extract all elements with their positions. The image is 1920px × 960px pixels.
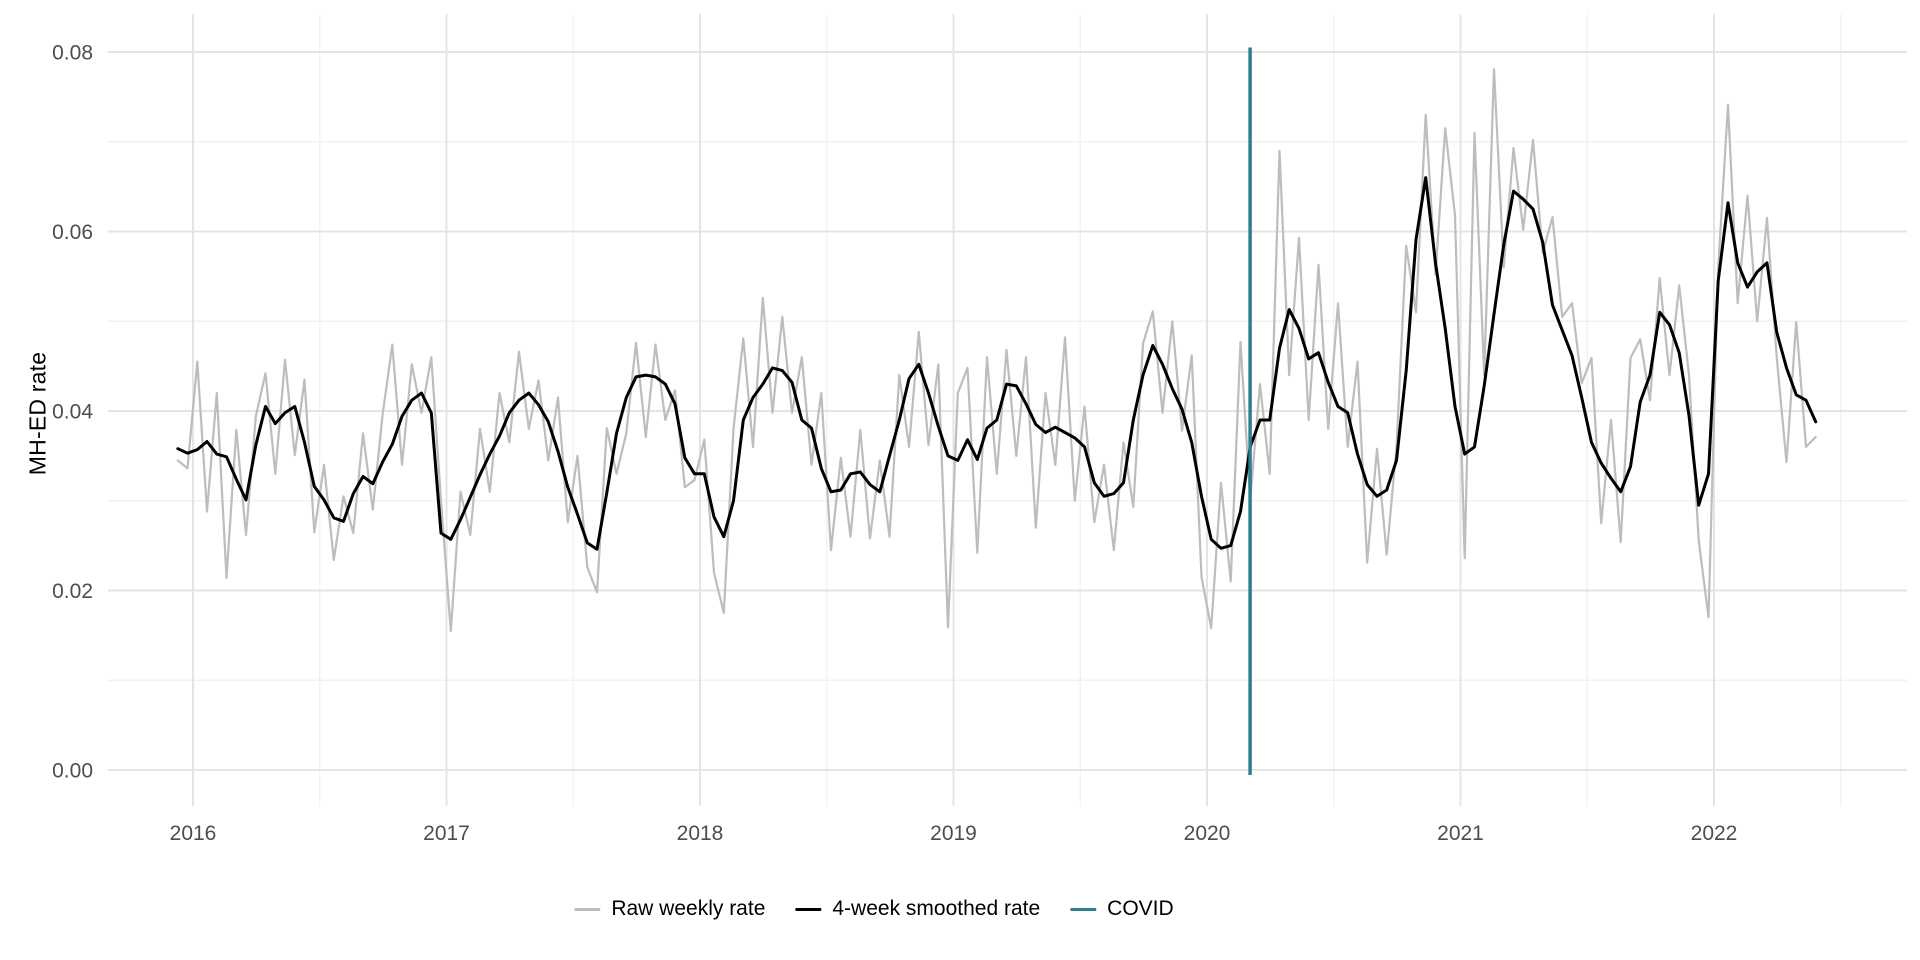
raw-series-key-icon <box>574 907 601 911</box>
legend-item-covid: COVID <box>1070 897 1174 921</box>
smoothed-series-key-icon <box>795 907 822 911</box>
legend: Raw weekly rate 4-week smoothed rate COV… <box>574 897 1174 921</box>
y-tick-label: 0.04 <box>52 401 93 424</box>
y-tick-label: 0.08 <box>52 42 93 65</box>
smoothed-series-line <box>176 176 1818 551</box>
x-tick-label: 2019 <box>930 822 977 845</box>
y-tick-label: 0.00 <box>52 760 93 783</box>
covid-key-icon <box>1070 907 1097 911</box>
legend-label-raw: Raw weekly rate <box>611 897 766 920</box>
x-tick-label: 2018 <box>677 822 724 845</box>
y-tick-label: 0.02 <box>52 580 93 603</box>
y-tick-label: 0.06 <box>52 221 93 244</box>
legend-label-covid: COVID <box>1107 897 1174 920</box>
raw-series-line <box>176 67 1817 633</box>
y-axis-title: MH-ED rate <box>24 351 51 476</box>
x-tick-label: 2017 <box>423 822 470 845</box>
legend-item-raw: Raw weekly rate <box>574 897 765 921</box>
x-tick-label: 2020 <box>1184 822 1231 845</box>
x-tick-label: 2022 <box>1691 822 1738 845</box>
legend-item-smoothed: 4-week smoothed rate <box>795 897 1040 921</box>
x-tick-label: 2021 <box>1437 822 1484 845</box>
legend-label-smoothed: 4-week smoothed rate <box>832 897 1041 920</box>
x-tick-label: 2016 <box>170 822 217 845</box>
